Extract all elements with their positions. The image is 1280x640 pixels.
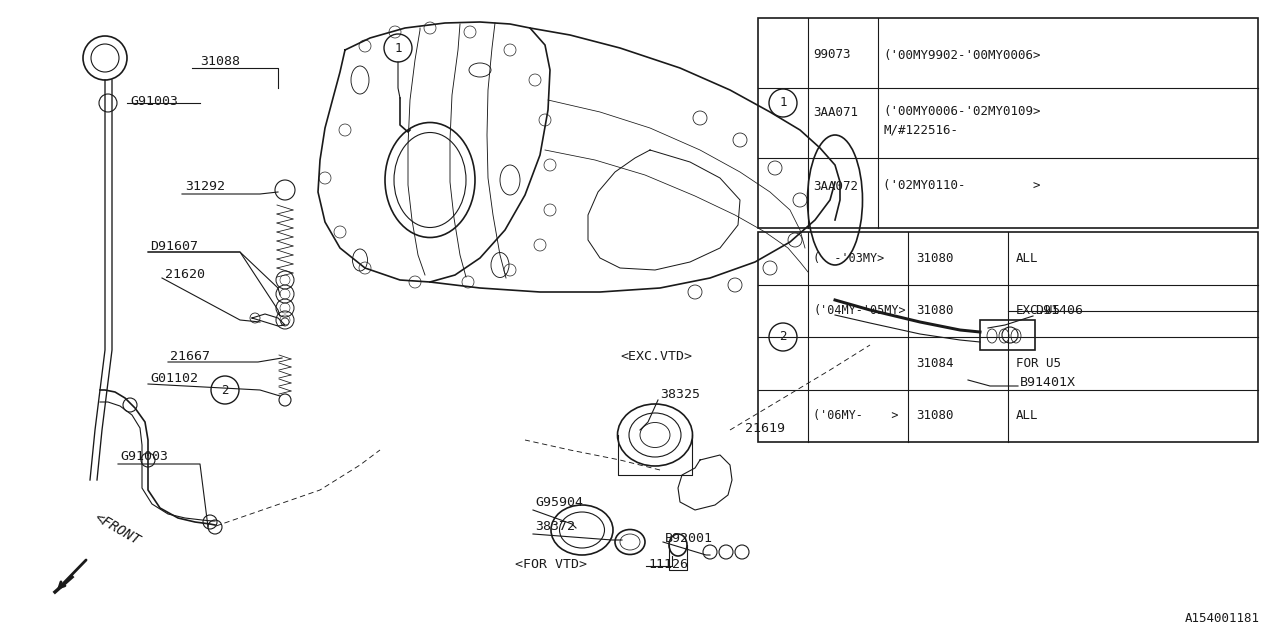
Bar (758, 232, 1258, 442)
Bar (980, 320, 1036, 350)
Text: 31080: 31080 (916, 409, 954, 422)
Text: 21620: 21620 (165, 268, 205, 281)
Text: 21667: 21667 (170, 350, 210, 363)
Text: ('02MY0110-         >: ('02MY0110- > (883, 179, 1041, 193)
Text: 31080: 31080 (916, 252, 954, 265)
Text: G95904: G95904 (535, 496, 582, 509)
Text: 21619: 21619 (745, 422, 785, 435)
Text: 3AA072: 3AA072 (813, 179, 858, 193)
Text: G91003: G91003 (120, 450, 168, 463)
Text: D91607: D91607 (150, 240, 198, 253)
Text: <FRONT: <FRONT (92, 511, 142, 548)
Text: M/#122516-: M/#122516- (883, 124, 957, 136)
Text: D91406: D91406 (1036, 304, 1083, 317)
Text: 11126: 11126 (648, 558, 689, 571)
Text: ('06MY-    >: ('06MY- > (813, 409, 899, 422)
Text: ('04MY-'05MY>: ('04MY-'05MY> (813, 304, 906, 317)
Text: ALL: ALL (1016, 409, 1038, 422)
Text: 2: 2 (221, 383, 229, 397)
Text: 2: 2 (780, 330, 787, 344)
Text: EXC.U5: EXC.U5 (1016, 304, 1061, 317)
Text: B92001: B92001 (666, 532, 713, 545)
Bar (758, 18, 1258, 228)
Text: (  -'03MY>: ( -'03MY> (813, 252, 884, 265)
Text: ('00MY0006-'02MY0109>: ('00MY0006-'02MY0109> (883, 106, 1041, 118)
Text: B91401X: B91401X (1020, 376, 1076, 389)
Text: 38325: 38325 (660, 388, 700, 401)
Text: FOR U5: FOR U5 (1016, 356, 1061, 370)
Text: 38372: 38372 (535, 520, 575, 533)
Text: <FOR VTD>: <FOR VTD> (515, 558, 588, 571)
Text: <EXC.VTD>: <EXC.VTD> (620, 350, 692, 363)
Text: 31080: 31080 (916, 304, 954, 317)
Text: A154001181: A154001181 (1185, 612, 1260, 625)
Text: 99073: 99073 (813, 49, 850, 61)
Text: G91003: G91003 (131, 95, 178, 108)
Text: ALL: ALL (1016, 252, 1038, 265)
Text: 31084: 31084 (916, 356, 954, 370)
Text: 31292: 31292 (186, 180, 225, 193)
Text: ('00MY9902-'00MY0006>: ('00MY9902-'00MY0006> (883, 49, 1041, 61)
Text: 1: 1 (394, 42, 402, 54)
Text: 3AA071: 3AA071 (813, 106, 858, 118)
Text: 31088: 31088 (200, 55, 241, 68)
Text: 1: 1 (780, 97, 787, 109)
Text: G01102: G01102 (150, 372, 198, 385)
